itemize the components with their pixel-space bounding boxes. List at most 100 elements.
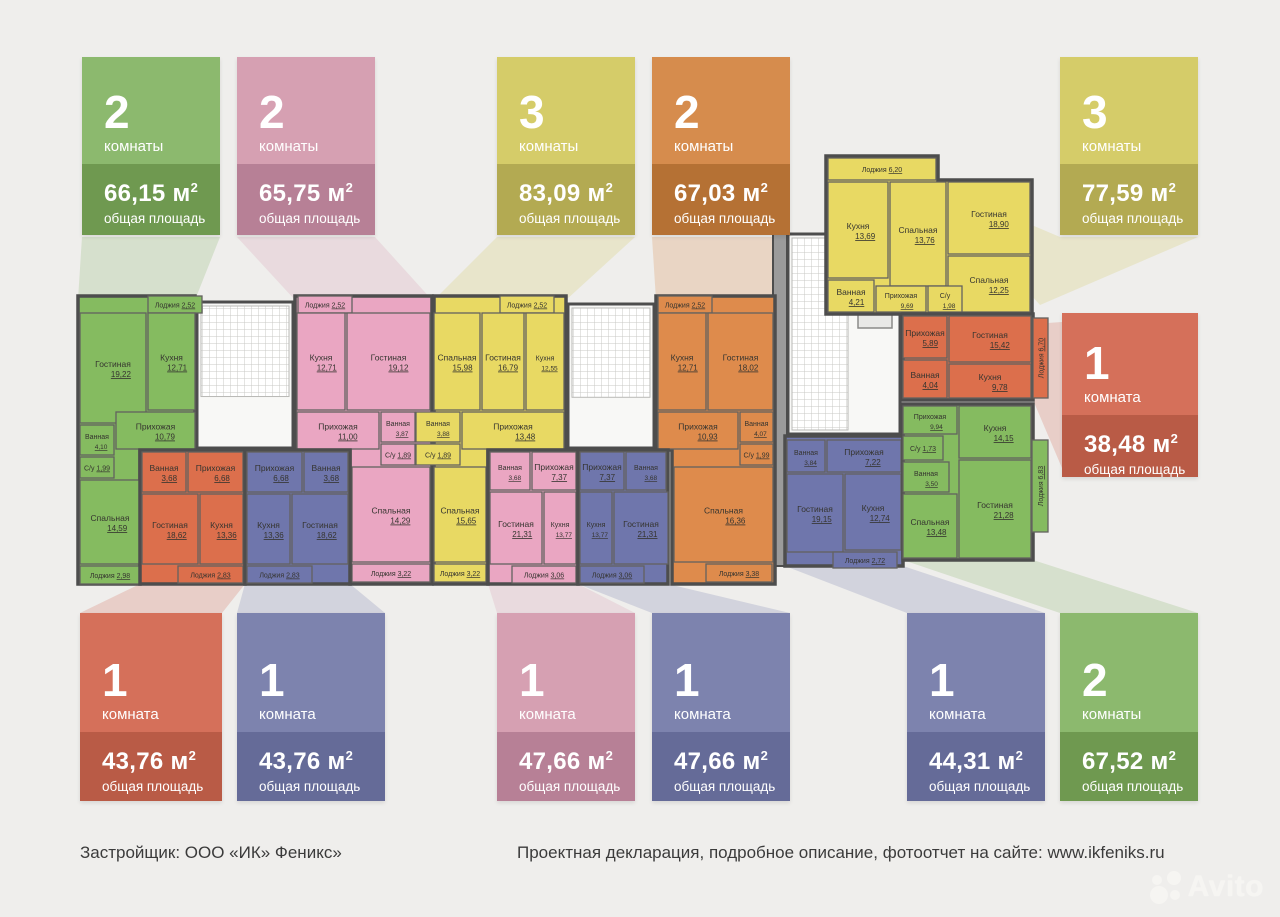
- card-area-section: 38,48 м2 общая площадь: [1062, 415, 1198, 477]
- area-caption: общая площадь: [519, 211, 621, 226]
- room-area: 18,02: [738, 364, 759, 373]
- room-area: 13,36: [217, 531, 238, 540]
- room: [832, 551, 898, 569]
- area-value: 47,66 м2: [674, 748, 769, 775]
- room: [827, 279, 875, 313]
- room-name: Прихожая: [914, 414, 947, 421]
- room: [673, 466, 774, 563]
- room: [246, 565, 313, 584]
- room: [927, 285, 963, 313]
- apartment-card-card-1k-4766a: 1 комната 47,66 м2 общая площадь: [497, 613, 635, 801]
- area-caption: общая площадь: [259, 211, 361, 226]
- room-name: Спальная: [441, 506, 480, 516]
- room: [543, 491, 577, 565]
- beam-orange: [652, 237, 790, 300]
- room-label: С/у 1,89: [385, 453, 411, 460]
- room: [948, 363, 1032, 399]
- area-value: 38,48 м2: [1084, 431, 1179, 458]
- room-label: Лоджия 3,38: [719, 571, 759, 578]
- room: [844, 473, 902, 551]
- room-name: Гостиная: [498, 519, 534, 529]
- card-area-section: 47,66 м2 общая площадь: [497, 732, 635, 801]
- rooms-count: 1: [1084, 337, 1110, 389]
- room-area: 19,22: [111, 370, 132, 379]
- room: [613, 491, 669, 565]
- room-area: 21,31: [512, 530, 533, 539]
- room-area: 12,74: [870, 514, 891, 523]
- room-name: Ванная: [914, 471, 938, 478]
- room-label: Лоджия 3,22: [440, 571, 480, 578]
- card-top-section: 2 комнаты: [237, 57, 375, 164]
- room: [707, 312, 774, 411]
- room-area: 12,71: [678, 364, 699, 373]
- room-label: Лоджия 2,72: [845, 558, 885, 565]
- rooms-count: 3: [519, 86, 545, 138]
- room: [579, 491, 613, 565]
- room: [141, 451, 187, 493]
- room: [296, 411, 380, 450]
- area-value: 66,15 м2: [104, 180, 199, 207]
- room-name: Гостиная: [972, 330, 1008, 340]
- room-name: Ванная: [745, 421, 769, 428]
- area-value: 67,52 м2: [1082, 748, 1177, 775]
- room: [1031, 439, 1049, 533]
- room: [380, 443, 416, 466]
- room-name: Прихожая: [844, 447, 884, 457]
- room-label: Лоджия 2,83: [190, 573, 230, 580]
- room-label: Лоджия 3,22: [371, 571, 411, 578]
- area-caption: общая площадь: [1082, 779, 1184, 794]
- room-area: 9,94: [930, 424, 943, 431]
- room-area: 14,29: [390, 517, 411, 526]
- room: [902, 461, 950, 493]
- room: [79, 479, 141, 565]
- rooms-count: 3: [1082, 86, 1108, 138]
- area-caption: общая площадь: [674, 779, 776, 794]
- room-area: 13,77: [556, 532, 573, 539]
- room-area: 7,37: [551, 473, 567, 482]
- beam-purple: [578, 584, 790, 613]
- room: [958, 405, 1032, 459]
- room-name: Прихожая: [196, 463, 236, 473]
- room-name: Ванная: [498, 465, 522, 472]
- card-top-section: 1 комната: [1062, 313, 1198, 415]
- room-name: Прихожая: [885, 293, 918, 300]
- card-area-section: 67,03 м2 общая площадь: [652, 164, 790, 235]
- room: [786, 473, 844, 553]
- room: [79, 424, 115, 456]
- room-area: 5,89: [922, 339, 938, 348]
- room-name: Прихожая: [318, 422, 358, 432]
- room-label: Лоджия 3,06: [592, 573, 632, 580]
- room-area: 3,68: [161, 474, 177, 483]
- room: [291, 493, 349, 565]
- room-area: 10,79: [155, 433, 176, 442]
- room-area: 19,15: [812, 515, 833, 524]
- room-name: Кухня: [979, 372, 1002, 382]
- room-label: Лоджия 2,52: [155, 303, 195, 310]
- declaration-text: Проектная декларация, подробное описание…: [517, 843, 1165, 862]
- area-value: 77,59 м2: [1082, 180, 1177, 207]
- area-caption: общая площадь: [102, 779, 204, 794]
- room: [739, 411, 774, 443]
- room-area: 3,68: [508, 475, 521, 482]
- rooms-count: 2: [259, 86, 285, 138]
- room-area: 13,76: [915, 236, 936, 245]
- room-area: 4,10: [95, 444, 108, 451]
- room-area: 3,68: [644, 475, 657, 482]
- beam-pink: [237, 237, 432, 300]
- room-name: Спальная: [438, 353, 477, 363]
- room-name: Гостиная: [485, 353, 521, 363]
- card-top-section: 1 комната: [497, 613, 635, 732]
- room-area: 13,48: [926, 528, 947, 537]
- room-name: Ванная: [794, 450, 818, 457]
- room: [141, 493, 199, 565]
- card-area-section: 43,76 м2 общая площадь: [237, 732, 385, 801]
- area-caption: общая площадь: [259, 779, 361, 794]
- room-name: Ванная: [426, 421, 450, 428]
- rooms-count: 1: [674, 654, 700, 706]
- room-area: 7,37: [599, 473, 615, 482]
- room-area: 15,98: [453, 364, 474, 373]
- room: [902, 405, 958, 435]
- room-area: 6,68: [214, 474, 230, 483]
